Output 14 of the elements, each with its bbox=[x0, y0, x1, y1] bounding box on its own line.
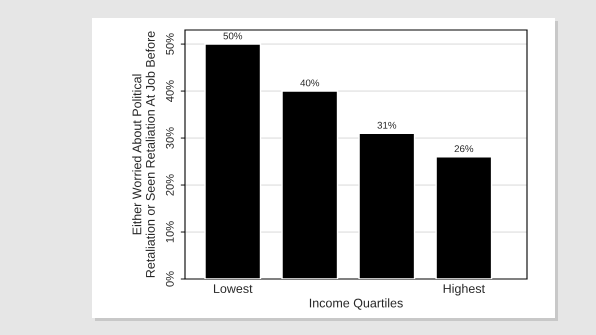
data-label: 26% bbox=[454, 145, 474, 152]
y-tick-label: 20% bbox=[166, 174, 174, 196]
y-tick-label: 10% bbox=[166, 221, 174, 242]
y-tick-label: 0% bbox=[166, 271, 174, 287]
x-tick-label: Lowest bbox=[214, 284, 252, 294]
y-tick-label: 50% bbox=[166, 33, 174, 55]
y-tick-label: 30% bbox=[166, 127, 174, 149]
x-tick-label: Highest bbox=[444, 284, 485, 296]
data-label: 50% bbox=[223, 32, 242, 40]
y-tick-label: 40% bbox=[166, 80, 174, 102]
data-label: 40% bbox=[300, 79, 320, 86]
y-axis-title: Either Worried About Political Retaliation or Seen Retaliation At Job Before bbox=[132, 31, 155, 278]
data-label: 31% bbox=[377, 122, 396, 129]
x-axis-title: Income Quartiles bbox=[310, 298, 403, 310]
